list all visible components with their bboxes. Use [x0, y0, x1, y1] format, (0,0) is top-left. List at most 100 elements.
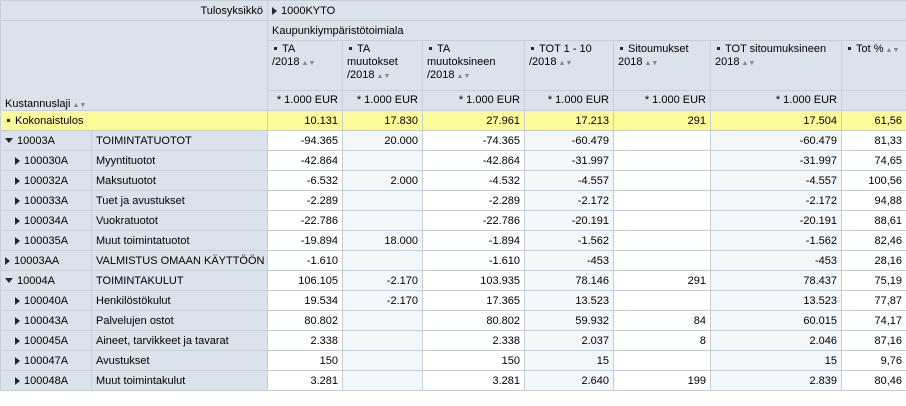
- value-cell: 15: [524, 350, 614, 371]
- column-header[interactable]: TA /2018 ▲▼: [267, 40, 343, 91]
- expand-arrow-icon[interactable]: [5, 256, 10, 265]
- value-cell: -2.170: [342, 290, 423, 311]
- sort-icon[interactable]: ▲▼: [741, 60, 756, 68]
- value-cell: 77,87: [840, 290, 906, 311]
- row-header-total[interactable]: Kokonaistulos: [0, 110, 268, 131]
- value-cell: -31.997: [710, 150, 842, 171]
- row-name: TOIMINTATUOTOT: [91, 130, 268, 151]
- sort-icon[interactable]: ▲▼: [456, 73, 471, 81]
- sort-icon[interactable]: ▲▼: [72, 102, 87, 109]
- row-name: Tuet ja avustukset: [91, 190, 268, 211]
- row-code[interactable]: 100033A: [0, 190, 92, 211]
- value-cell: -2.172: [524, 190, 614, 211]
- column-header[interactable]: Tot % ▲▼: [840, 40, 906, 91]
- table-row: 100034A Vuokratuotot -22.786 -22.786 -20.191…: [0, 210, 906, 231]
- value-cell: -1.562: [524, 230, 614, 251]
- value-cell: 199: [613, 370, 711, 391]
- column-header[interactable]: TA muutoksineen /2018 ▲▼: [422, 40, 525, 91]
- column-header[interactable]: TOT sitoumuksineen 2018 ▲▼: [710, 40, 842, 91]
- row-code[interactable]: 100032A: [0, 170, 92, 191]
- value-cell: 82,46: [840, 230, 906, 251]
- bullet-icon: [620, 47, 623, 51]
- expand-arrow-icon[interactable]: [15, 196, 20, 205]
- expand-arrow-icon[interactable]: [15, 296, 20, 305]
- row-code[interactable]: 100040A: [0, 290, 92, 311]
- value-cell: 20.000: [342, 130, 423, 151]
- sort-icon[interactable]: ▲▼: [301, 60, 316, 68]
- value-cell: 94,88: [840, 190, 906, 211]
- row-name: VALMISTUS OMAAN KÄYTTÖÖN: [91, 250, 268, 271]
- value-cell: -2.172: [710, 190, 842, 211]
- row-code[interactable]: 10003A: [0, 130, 92, 151]
- value-cell: [342, 250, 423, 271]
- report-grid: Tulosyksikkö 1000KYTO Kustannuslaji ▲▼ Ka…: [0, 0, 906, 391]
- value-cell: 2.640: [524, 370, 614, 391]
- value-cell: 27.961: [422, 110, 525, 131]
- tulosyksikko-value[interactable]: 1000KYTO: [266, 0, 906, 21]
- column-header[interactable]: TOT 1 - 10 /2018 ▲▼: [524, 40, 614, 91]
- expand-arrow-icon[interactable]: [15, 316, 20, 325]
- value-cell: -94.365: [267, 130, 343, 151]
- expand-arrow-icon[interactable]: [15, 216, 20, 225]
- value-cell: [613, 190, 711, 211]
- value-cell: 17.213: [524, 110, 614, 131]
- value-cell: [613, 230, 711, 251]
- row-code[interactable]: 100035A: [0, 230, 92, 251]
- value-cell: 60.015: [710, 310, 842, 331]
- value-cell: -31.997: [524, 150, 614, 171]
- value-cell: 80.802: [267, 310, 343, 331]
- expand-arrow-icon[interactable]: [15, 376, 20, 385]
- column-header[interactable]: TA muutokset /2018 ▲▼: [342, 40, 423, 91]
- value-cell: -2.289: [267, 190, 343, 211]
- value-cell: 28,16: [840, 250, 906, 271]
- expand-arrow-icon[interactable]: [15, 176, 20, 185]
- collapse-arrow-icon[interactable]: [5, 137, 13, 143]
- row-code[interactable]: 100047A: [0, 350, 92, 371]
- value-cell: 80.802: [422, 310, 525, 331]
- collapse-arrow-icon[interactable]: [5, 277, 13, 283]
- expand-arrow-icon[interactable]: [15, 336, 20, 345]
- value-cell: 74,65: [840, 150, 906, 171]
- column-header-label: TOT 1 - 10 /2018: [529, 43, 592, 69]
- unit-label: * 1.000 EUR: [422, 89, 525, 112]
- unit-label: * 1.000 EUR: [342, 89, 423, 112]
- table-row: 10003A TOIMINTATUOTOT -94.365 20.000 -74.365…: [0, 130, 906, 151]
- org-name: Kaupunkiympäristötoimiala: [266, 19, 906, 42]
- bullet-icon: [429, 47, 432, 51]
- value-cell: [342, 190, 423, 211]
- row-code[interactable]: 100043A: [0, 310, 92, 331]
- row-code[interactable]: 10004A: [0, 270, 92, 291]
- row-code[interactable]: 100045A: [0, 330, 92, 351]
- sort-icon[interactable]: ▲▼: [558, 60, 573, 68]
- value-cell: 150: [422, 350, 525, 371]
- value-cell: -6.532: [267, 170, 343, 191]
- value-cell: 74,17: [840, 310, 906, 331]
- expand-arrow-icon[interactable]: [15, 236, 20, 245]
- table-row: 100030A Myyntituotot -42.864 -42.864 -31.997…: [0, 150, 906, 171]
- unit-label: * 1.000 EUR: [267, 89, 343, 112]
- kustannuslaji-header[interactable]: Kustannuslaji ▲▼: [0, 20, 268, 111]
- value-cell: 87,16: [840, 330, 906, 351]
- row-code[interactable]: 10003AA: [0, 250, 92, 271]
- column-header-label: TA muutoksineen /2018: [427, 43, 496, 82]
- sort-icon[interactable]: ▲▼: [885, 47, 900, 55]
- row-code[interactable]: 100030A: [0, 150, 92, 171]
- sort-icon[interactable]: ▲▼: [644, 60, 659, 68]
- expand-arrow-icon[interactable]: [15, 156, 20, 165]
- value-cell: -1.562: [710, 230, 842, 251]
- expand-arrow-icon[interactable]: [15, 356, 20, 365]
- table-row: 100032A Maksutuotot -6.532 2.000 -4.532 -4.55…: [0, 170, 906, 191]
- value-cell: 78.146: [524, 270, 614, 291]
- row-code[interactable]: 100034A: [0, 210, 92, 231]
- table-row: 100045A Aineet, tarvikkeet ja tavarat 2.33…: [0, 330, 906, 351]
- value-cell: 10.131: [267, 110, 343, 131]
- value-cell: 2.839: [710, 370, 842, 391]
- value-cell: 75,19: [840, 270, 906, 291]
- row-code[interactable]: 100048A: [0, 370, 92, 391]
- column-header[interactable]: Sitoumukset 2018 ▲▼: [613, 40, 711, 91]
- value-cell: -2.289: [422, 190, 525, 211]
- sort-icon[interactable]: ▲▼: [376, 73, 391, 81]
- value-cell: -4.532: [422, 170, 525, 191]
- value-cell: 13.523: [710, 290, 842, 311]
- bullet-icon: [531, 47, 534, 51]
